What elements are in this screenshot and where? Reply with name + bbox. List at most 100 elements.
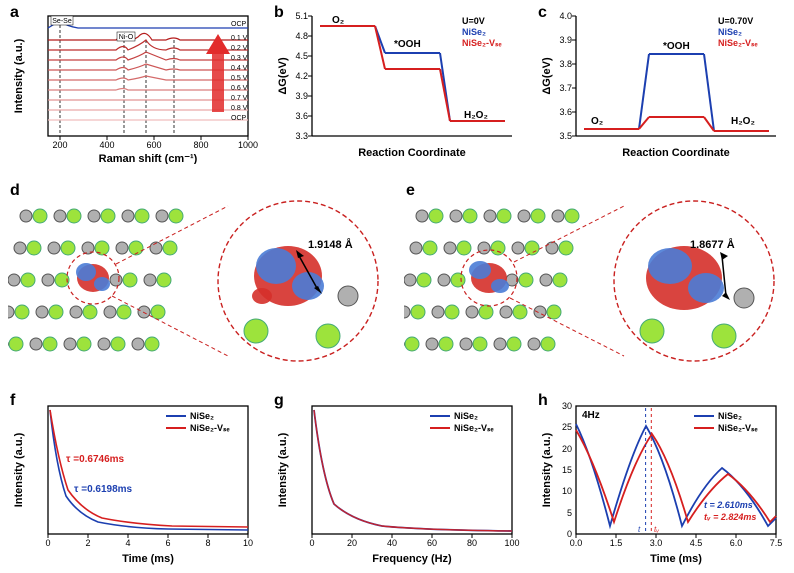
panel-c-leg2: NiSe₂-Vₛₑ [718, 38, 758, 48]
svg-text:5.1: 5.1 [295, 11, 308, 21]
panel-f-ylabel: Intensity (a.u.) [13, 432, 25, 507]
svg-text:3.9: 3.9 [559, 35, 572, 45]
marker-sese: Se-Se [52, 18, 72, 25]
panel-f-leg2: NiSe₂-Vₛₑ [190, 423, 230, 433]
panel-f: f 0246810 NiSe₂ NiSe₂-Vₛₑ τ =0.6746ms τ … [8, 396, 258, 566]
panel-b-leg2: NiSe₂-Vₛₑ [462, 38, 502, 48]
svg-text:3.7: 3.7 [559, 83, 572, 93]
panel-c-label: c [538, 4, 547, 22]
panel-g-label: g [274, 392, 284, 410]
panel-c-leg1: NiSe₂ [718, 27, 742, 37]
svg-text:30: 30 [562, 401, 572, 411]
panel-g: g 020406080100 NiSe₂ NiSe₂-Vₛₑ Frequency… [272, 396, 522, 566]
svg-text:60: 60 [427, 538, 437, 548]
vline-lbl-red: tᵥ [654, 525, 659, 534]
panel-a: a 200 400 600 800 1000 [8, 6, 258, 164]
svg-text:5: 5 [567, 508, 572, 518]
svg-text:20: 20 [562, 444, 572, 454]
vline-lbl-blue: t [638, 525, 641, 534]
panel-h-svg: 051015202530 0.01.53.04.56.07.5 t tᵥ 4Hz… [536, 396, 786, 566]
panel-h-label: h [538, 392, 548, 410]
panel-h-ylabel: Intensity (a.u.) [541, 432, 553, 507]
panel-b-xlabel: Reaction Coordinate [358, 147, 466, 159]
svg-text:6: 6 [165, 538, 170, 548]
panel-g-leg1: NiSe₂ [454, 411, 478, 421]
svg-text:200: 200 [52, 140, 67, 150]
panel-f-svg: 0246810 NiSe₂ NiSe₂-Vₛₑ τ =0.6746ms τ =0… [8, 396, 258, 566]
svg-text:3.6: 3.6 [559, 107, 572, 117]
panel-a-svg: 200 400 600 800 1000 [8, 6, 258, 164]
svg-text:4.2: 4.2 [295, 71, 308, 81]
trace-lbl-4: 0.4 V [231, 65, 248, 72]
trace-lbl-8: 0.8 V [231, 105, 248, 112]
svg-text:3.0: 3.0 [650, 538, 663, 548]
panel-c-xlabel: Reaction Coordinate [622, 147, 730, 159]
svg-text:8: 8 [205, 538, 210, 548]
trace-lbl-6: 0.6 V [231, 85, 248, 92]
svg-text:3.6: 3.6 [295, 111, 308, 121]
panel-c: c 3.5 3.6 3.7 3.8 3.9 4.0 O₂ [536, 6, 786, 164]
svg-text:1.5: 1.5 [610, 538, 623, 548]
svg-text:4.5: 4.5 [690, 538, 703, 548]
step-o2-c: O₂ [591, 116, 603, 127]
svg-text:10: 10 [562, 486, 572, 496]
svg-text:1000: 1000 [238, 140, 258, 150]
panel-d-svg: 1.9148 Å [8, 186, 388, 366]
svg-text:100: 100 [504, 538, 519, 548]
panel-h: h 051015202530 0.01.53.04.56.07.5 t tᵥ 4… [536, 396, 786, 566]
panel-d: d [8, 186, 388, 366]
svg-text:4: 4 [125, 538, 130, 548]
panel-a-label: a [10, 4, 19, 22]
panel-h-t-red: tᵥ = 2.824ms [704, 512, 756, 522]
panel-b: b 3.3 3.6 3.9 4.2 4.5 4.8 5.1 [272, 6, 522, 164]
svg-text:40: 40 [387, 538, 397, 548]
svg-text:10: 10 [243, 538, 253, 548]
panel-c-ylabel: ΔG(eV) [541, 57, 553, 95]
panel-g-leg2: NiSe₂-Vₛₑ [454, 423, 494, 433]
trace-lbl-0: OCP [231, 21, 247, 28]
svg-text:0: 0 [45, 538, 50, 548]
svg-text:15: 15 [562, 465, 572, 475]
panel-d-distance: 1.9148 Å [308, 238, 353, 251]
trace-lbl-9: OCP [231, 115, 247, 122]
panel-f-label: f [10, 392, 15, 410]
svg-text:0.0: 0.0 [570, 538, 583, 548]
svg-text:600: 600 [146, 140, 161, 150]
panel-g-xlabel: Frequency (Hz) [372, 553, 452, 565]
panel-f-leg1: NiSe₂ [190, 411, 214, 421]
panel-c-u: U=0.70V [718, 16, 753, 26]
svg-text:20: 20 [347, 538, 357, 548]
panel-e-svg: 1.8677 Å [404, 186, 784, 366]
svg-text:3.5: 3.5 [559, 131, 572, 141]
step-o2: O₂ [332, 15, 344, 26]
panel-b-label: b [274, 4, 284, 22]
marker-nio: Ni-O [119, 34, 134, 41]
panel-h-t-blue: t = 2.610ms [704, 500, 753, 510]
panel-a-xlabel: Raman shift (cm⁻¹) [99, 153, 198, 164]
svg-text:7.5: 7.5 [770, 538, 783, 548]
panel-f-xlabel: Time (ms) [122, 553, 174, 565]
panel-a-ylabel: Intensity (a.u.) [13, 38, 25, 113]
panel-f-tau-blue: τ =0.6198ms [74, 484, 133, 495]
panel-d-label: d [10, 182, 20, 200]
panel-h-leg2: NiSe₂-Vₛₑ [718, 423, 758, 433]
svg-text:4.0: 4.0 [559, 11, 572, 21]
step-h2o2: H₂O₂ [464, 110, 488, 121]
trace-lbl-1: 0.1 V [231, 35, 248, 42]
svg-text:6.0: 6.0 [730, 538, 743, 548]
panel-f-tau-red: τ =0.6746ms [66, 454, 125, 465]
svg-text:4.8: 4.8 [295, 31, 308, 41]
svg-text:800: 800 [193, 140, 208, 150]
svg-text:3.9: 3.9 [295, 91, 308, 101]
trace-lbl-2: 0.2 V [231, 45, 248, 52]
panel-b-ylabel: ΔG(eV) [277, 57, 289, 95]
panel-g-svg: 020406080100 NiSe₂ NiSe₂-Vₛₑ Frequency (… [272, 396, 522, 566]
panel-e-distance: 1.8677 Å [690, 238, 735, 251]
panel-h-xlabel: Time (ms) [650, 553, 702, 565]
panel-b-svg: 3.3 3.6 3.9 4.2 4.5 4.8 5.1 O₂ *OOH H [272, 6, 522, 164]
panel-h-leg1: NiSe₂ [718, 411, 742, 421]
svg-text:3.8: 3.8 [559, 59, 572, 69]
panel-e: e [404, 186, 784, 366]
step-h2o2-c: H₂O₂ [731, 116, 755, 127]
panel-b-leg1: NiSe₂ [462, 27, 486, 37]
